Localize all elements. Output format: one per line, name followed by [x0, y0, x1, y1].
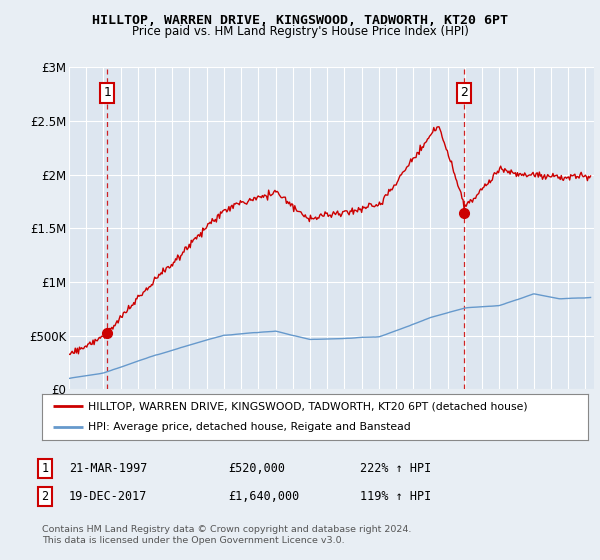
Text: 1: 1	[41, 462, 49, 475]
Text: 222% ↑ HPI: 222% ↑ HPI	[360, 462, 431, 475]
Text: HILLTOP, WARREN DRIVE, KINGSWOOD, TADWORTH, KT20 6PT (detached house): HILLTOP, WARREN DRIVE, KINGSWOOD, TADWOR…	[88, 401, 528, 411]
Text: HPI: Average price, detached house, Reigate and Banstead: HPI: Average price, detached house, Reig…	[88, 422, 411, 432]
Text: 2: 2	[41, 490, 49, 503]
Text: 119% ↑ HPI: 119% ↑ HPI	[360, 490, 431, 503]
Text: 2: 2	[460, 86, 469, 100]
Text: £520,000: £520,000	[228, 462, 285, 475]
Text: 21-MAR-1997: 21-MAR-1997	[69, 462, 148, 475]
Text: Contains HM Land Registry data © Crown copyright and database right 2024.
This d: Contains HM Land Registry data © Crown c…	[42, 525, 412, 545]
Text: £1,640,000: £1,640,000	[228, 490, 299, 503]
Text: 1: 1	[103, 86, 111, 100]
Text: 19-DEC-2017: 19-DEC-2017	[69, 490, 148, 503]
Text: HILLTOP, WARREN DRIVE, KINGSWOOD, TADWORTH, KT20 6PT: HILLTOP, WARREN DRIVE, KINGSWOOD, TADWOR…	[92, 14, 508, 27]
Text: Price paid vs. HM Land Registry's House Price Index (HPI): Price paid vs. HM Land Registry's House …	[131, 25, 469, 38]
